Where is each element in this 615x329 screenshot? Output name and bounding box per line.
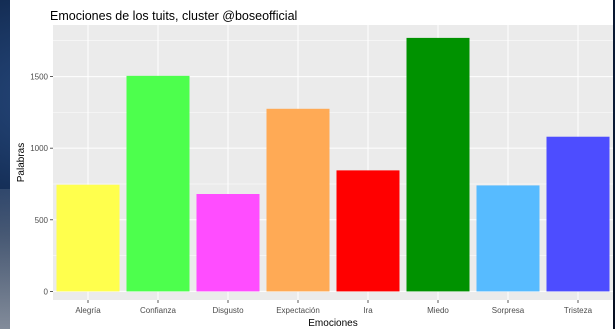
x-tick-label: Disgusto	[212, 306, 244, 315]
bar-expectación	[266, 108, 330, 292]
x-tick-label: Miedo	[427, 306, 449, 315]
bar-ira	[336, 170, 400, 292]
y-tick-label: 500	[35, 216, 49, 225]
bar-alegría	[56, 184, 120, 292]
x-axis-title: Emociones	[308, 318, 357, 329]
x-tick-label: Ira	[363, 306, 373, 315]
bar-sorpresa	[476, 185, 540, 292]
bar-tristeza	[546, 136, 610, 292]
bar-confianza	[126, 75, 190, 292]
x-tick-label: Confianza	[140, 306, 177, 315]
y-tick-label: 1500	[30, 73, 48, 82]
y-axis-title: Palabras	[16, 143, 27, 182]
bar-disgusto	[196, 194, 260, 292]
chart-title: Emociones de los tuits, cluster @boseoff…	[50, 9, 298, 23]
bars	[56, 37, 610, 292]
y-axis-ticks: 0 500 1000 1500	[30, 73, 53, 296]
bar-miedo	[406, 37, 470, 292]
x-axis-ticks: Alegría Confianza Disgusto Expectación Ira Mi…	[75, 300, 593, 315]
y-tick-label: 0	[44, 287, 49, 296]
x-tick-label: Tristeza	[564, 306, 593, 315]
x-tick-label: Sorpresa	[492, 306, 525, 315]
x-tick-label: Expectación	[276, 306, 320, 315]
x-tick-label: Alegría	[75, 306, 101, 315]
y-tick-label: 1000	[30, 144, 48, 153]
